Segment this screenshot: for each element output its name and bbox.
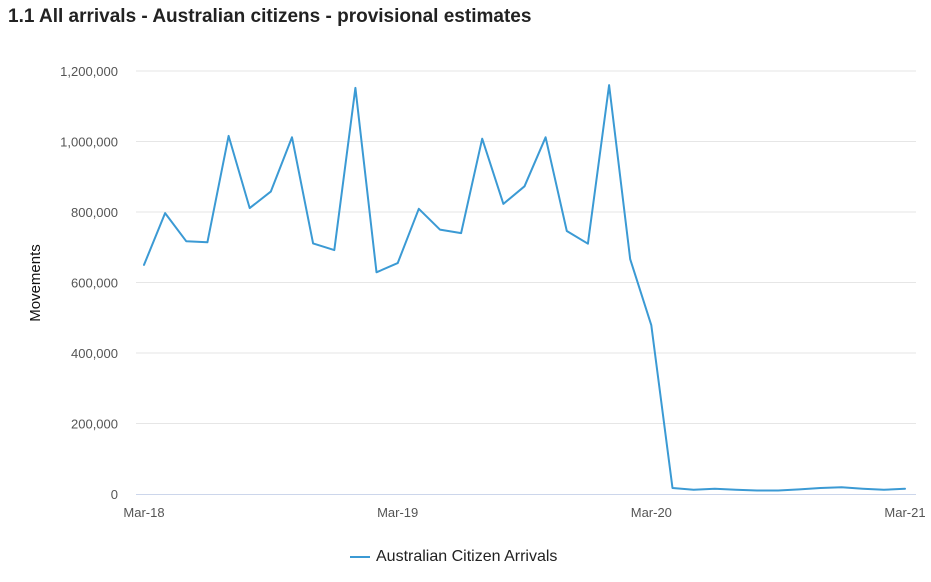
x-tick-label: Mar-21 — [884, 505, 925, 520]
y-tick-label: 800,000 — [71, 205, 118, 220]
legend-label: Australian Citizen Arrivals — [376, 548, 558, 565]
chart-title: 1.1 All arrivals - Australian citizens -… — [8, 6, 532, 27]
series-line — [143, 84, 906, 492]
y-tick-label: 400,000 — [71, 346, 118, 361]
y-tick-label: 0 — [111, 487, 118, 502]
x-tick-label: Mar-19 — [377, 505, 418, 520]
y-axis-ticks: 0 200,000 400,000 600,000 800,000 1,000,000 1,… — [60, 64, 118, 502]
y-axis-label: Movements — [27, 244, 44, 322]
x-axis-ticks: Mar-18 Mar-19 Mar-20 Mar-21 — [123, 505, 925, 520]
x-tick-label: Mar-20 — [631, 505, 672, 520]
legend-swatch — [350, 556, 370, 558]
legend: Australian Citizen Arrivals — [350, 548, 557, 566]
y-tick-label: 600,000 — [71, 276, 118, 291]
grid-lines — [136, 70, 916, 424]
series-group — [143, 84, 906, 492]
y-tick-label: 200,000 — [71, 417, 118, 432]
y-tick-label: 1,200,000 — [60, 64, 118, 79]
y-tick-label: 1,000,000 — [60, 135, 118, 150]
x-tick-label: Mar-18 — [123, 505, 164, 520]
